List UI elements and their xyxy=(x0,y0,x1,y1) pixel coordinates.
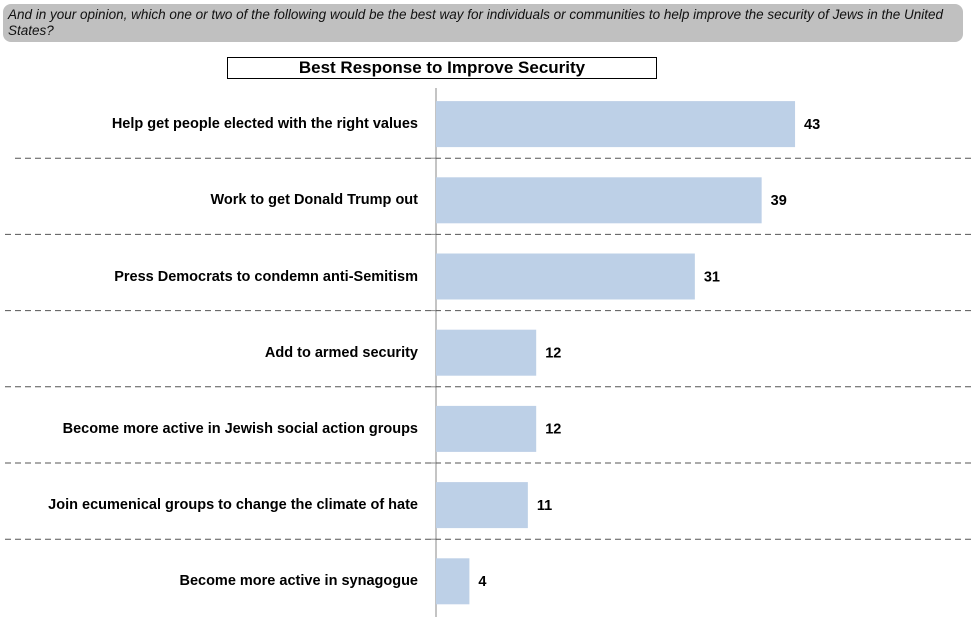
category-label: Help get people elected with the right v… xyxy=(111,116,418,133)
category-label: Join ecumenical groups to change the cli… xyxy=(48,497,418,514)
bar xyxy=(436,101,796,148)
value-label: 12 xyxy=(545,422,561,438)
category-label: Press Democrats to condemn anti-Semitism xyxy=(114,268,418,285)
category-label: Become more active in Jewish social acti… xyxy=(62,420,418,437)
category-label: Become more active in synagogue xyxy=(179,573,418,590)
chart-title: Best Response to Improve Security xyxy=(227,57,657,79)
category-label: Add to armed security xyxy=(264,344,418,361)
category-label-box: Add to armed security xyxy=(0,323,418,383)
bar xyxy=(436,482,528,529)
category-label-box: Become more active in synagogue xyxy=(0,551,418,611)
value-label: 31 xyxy=(704,269,720,285)
question: And in your opinion, which one or two of… xyxy=(3,4,963,42)
value-label: 39 xyxy=(771,193,787,209)
value-label: 4 xyxy=(478,574,486,590)
category-label: Work to get Donald Trump out xyxy=(210,192,418,209)
bar xyxy=(436,177,762,224)
value-label: 43 xyxy=(804,117,820,133)
bar xyxy=(436,253,695,300)
bar xyxy=(436,329,537,376)
category-label-box: Help get people elected with the right v… xyxy=(0,94,418,154)
value-label: 12 xyxy=(545,346,561,362)
category-label-box: Work to get Donald Trump out xyxy=(0,170,418,230)
category-label-box: Press Democrats to condemn anti-Semitism xyxy=(0,247,418,307)
bar xyxy=(436,558,470,605)
category-label-box: Join ecumenical groups to change the cli… xyxy=(0,475,418,535)
value-label: 11 xyxy=(537,498,552,514)
category-label-box: Become more active in Jewish social acti… xyxy=(0,399,418,459)
bar xyxy=(436,405,537,452)
